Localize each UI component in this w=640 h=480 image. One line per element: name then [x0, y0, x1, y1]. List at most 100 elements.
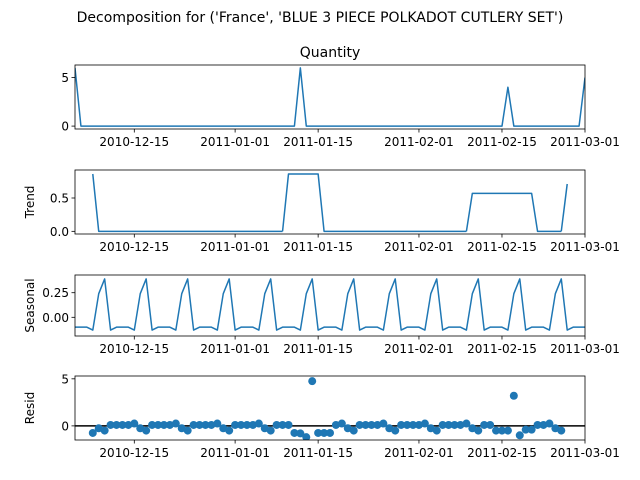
trend-line-segment	[92, 173, 283, 233]
resid-point	[237, 420, 246, 429]
trend-line-segment	[281, 173, 467, 233]
x-tick-label: 2011-01-01	[200, 240, 270, 254]
resid-point	[367, 420, 376, 429]
resid-point	[474, 426, 483, 435]
resid-point	[450, 420, 459, 429]
plot-area	[75, 67, 585, 127]
resid-point	[527, 425, 536, 434]
resid-point	[492, 426, 501, 435]
x-tick-label: 2011-02-01	[384, 135, 454, 149]
axes-frame	[74, 64, 586, 130]
x-tick-label: 2010-12-15	[99, 446, 169, 460]
x-tick-label: 2011-02-15	[467, 135, 537, 149]
resid-point	[349, 426, 358, 435]
x-tick-label: 2011-03-01	[550, 446, 620, 460]
x-tick-label: 2011-02-15	[467, 342, 537, 356]
x-tick-label: 2011-01-15	[283, 342, 353, 356]
resid-point	[397, 420, 406, 429]
y-tick-label: 5	[61, 372, 69, 386]
resid-point	[159, 420, 168, 429]
figure-title: Decomposition for ('France', 'BLUE 3 PIE…	[77, 10, 564, 26]
resid-point	[130, 419, 139, 428]
y-tick-label: 0	[61, 120, 69, 134]
resid-point	[444, 420, 453, 429]
subplot-trend: 2010-12-15 2011-01-01 2011-01-15 2011-02-01…	[23, 169, 620, 254]
x-tick-label: 2011-01-15	[283, 240, 353, 254]
resid-point	[88, 428, 97, 437]
resid-point	[242, 420, 251, 429]
resid-point	[314, 428, 323, 437]
resid-point	[112, 420, 121, 429]
resid-point	[337, 419, 346, 428]
resid-point	[403, 420, 412, 429]
resid-point	[195, 420, 204, 429]
resid-point	[189, 420, 198, 429]
x-tick-label: 2011-03-01	[550, 240, 620, 254]
axes-frame	[74, 375, 586, 441]
plot-area	[92, 173, 568, 233]
axes-frame	[74, 169, 586, 235]
resid-point	[213, 419, 222, 428]
resid-point	[254, 419, 263, 428]
trend-line-segment	[465, 192, 562, 233]
seasonal-line	[75, 278, 585, 331]
resid-point	[296, 429, 305, 438]
y-axis-label: Resid	[23, 392, 37, 424]
subplot-panels: 2010-12-15 2011-01-01 2011-01-15 2011-02-01…	[23, 45, 620, 460]
resid-point	[231, 420, 240, 429]
resid-point	[266, 426, 275, 435]
resid-point	[154, 420, 163, 429]
resid-point	[432, 426, 441, 435]
plot-area	[75, 377, 585, 440]
x-tick-label: 2011-01-01	[200, 342, 270, 356]
resid-point	[361, 420, 370, 429]
resid-point	[302, 433, 311, 440]
subplot-seasonal: 2010-12-15 2011-01-01 2011-01-15 2011-02-01…	[23, 274, 620, 356]
resid-point	[225, 426, 234, 435]
resid-point	[106, 420, 115, 429]
y-tick-label: 0.0	[50, 225, 69, 239]
resid-point	[557, 426, 566, 435]
plot-area	[75, 278, 585, 331]
resid-point	[272, 420, 281, 429]
resid-point	[497, 426, 506, 435]
y-tick-label: 0.25	[42, 286, 69, 300]
x-tick-label: 2011-03-01	[550, 135, 620, 149]
resid-point	[326, 428, 334, 437]
y-tick-label: 0	[61, 419, 69, 433]
x-tick-label: 2011-02-15	[467, 240, 537, 254]
resid-point	[183, 426, 192, 435]
resid-point	[480, 420, 489, 429]
x-tick-label: 2010-12-15	[99, 342, 169, 356]
subplot-resid: 2010-12-15 2011-01-01 2011-01-15 2011-02-01…	[23, 372, 620, 460]
y-tick-label: 5	[61, 71, 69, 85]
x-tick-label: 2011-02-01	[384, 342, 454, 356]
trend-line-segment	[560, 183, 568, 232]
resid-point	[100, 426, 109, 435]
resid-point	[391, 426, 400, 435]
x-tick-label: 2011-01-01	[200, 446, 270, 460]
resid-point	[503, 426, 512, 435]
axes-frame	[74, 274, 586, 337]
resid-point	[284, 420, 293, 429]
y-axis-label: Trend	[23, 186, 37, 220]
resid-point	[148, 420, 157, 429]
resid-point	[201, 420, 210, 429]
resid-point	[545, 419, 554, 428]
resid-point	[355, 420, 364, 429]
resid-point	[420, 419, 429, 428]
x-tick-label: 2010-12-15	[99, 135, 169, 149]
resid-point	[462, 419, 471, 428]
resid-point	[290, 428, 299, 437]
x-tick-label: 2011-02-01	[384, 446, 454, 460]
resid-point	[118, 420, 127, 429]
resid-point	[409, 420, 418, 429]
resid-point	[521, 425, 530, 434]
x-tick-label: 2010-12-15	[99, 240, 169, 254]
resid-point	[533, 420, 542, 429]
resid-point	[320, 428, 329, 437]
subplot-title: Quantity	[300, 45, 361, 61]
x-tick-label: 2011-01-01	[200, 135, 270, 149]
x-tick-label: 2011-02-01	[384, 240, 454, 254]
